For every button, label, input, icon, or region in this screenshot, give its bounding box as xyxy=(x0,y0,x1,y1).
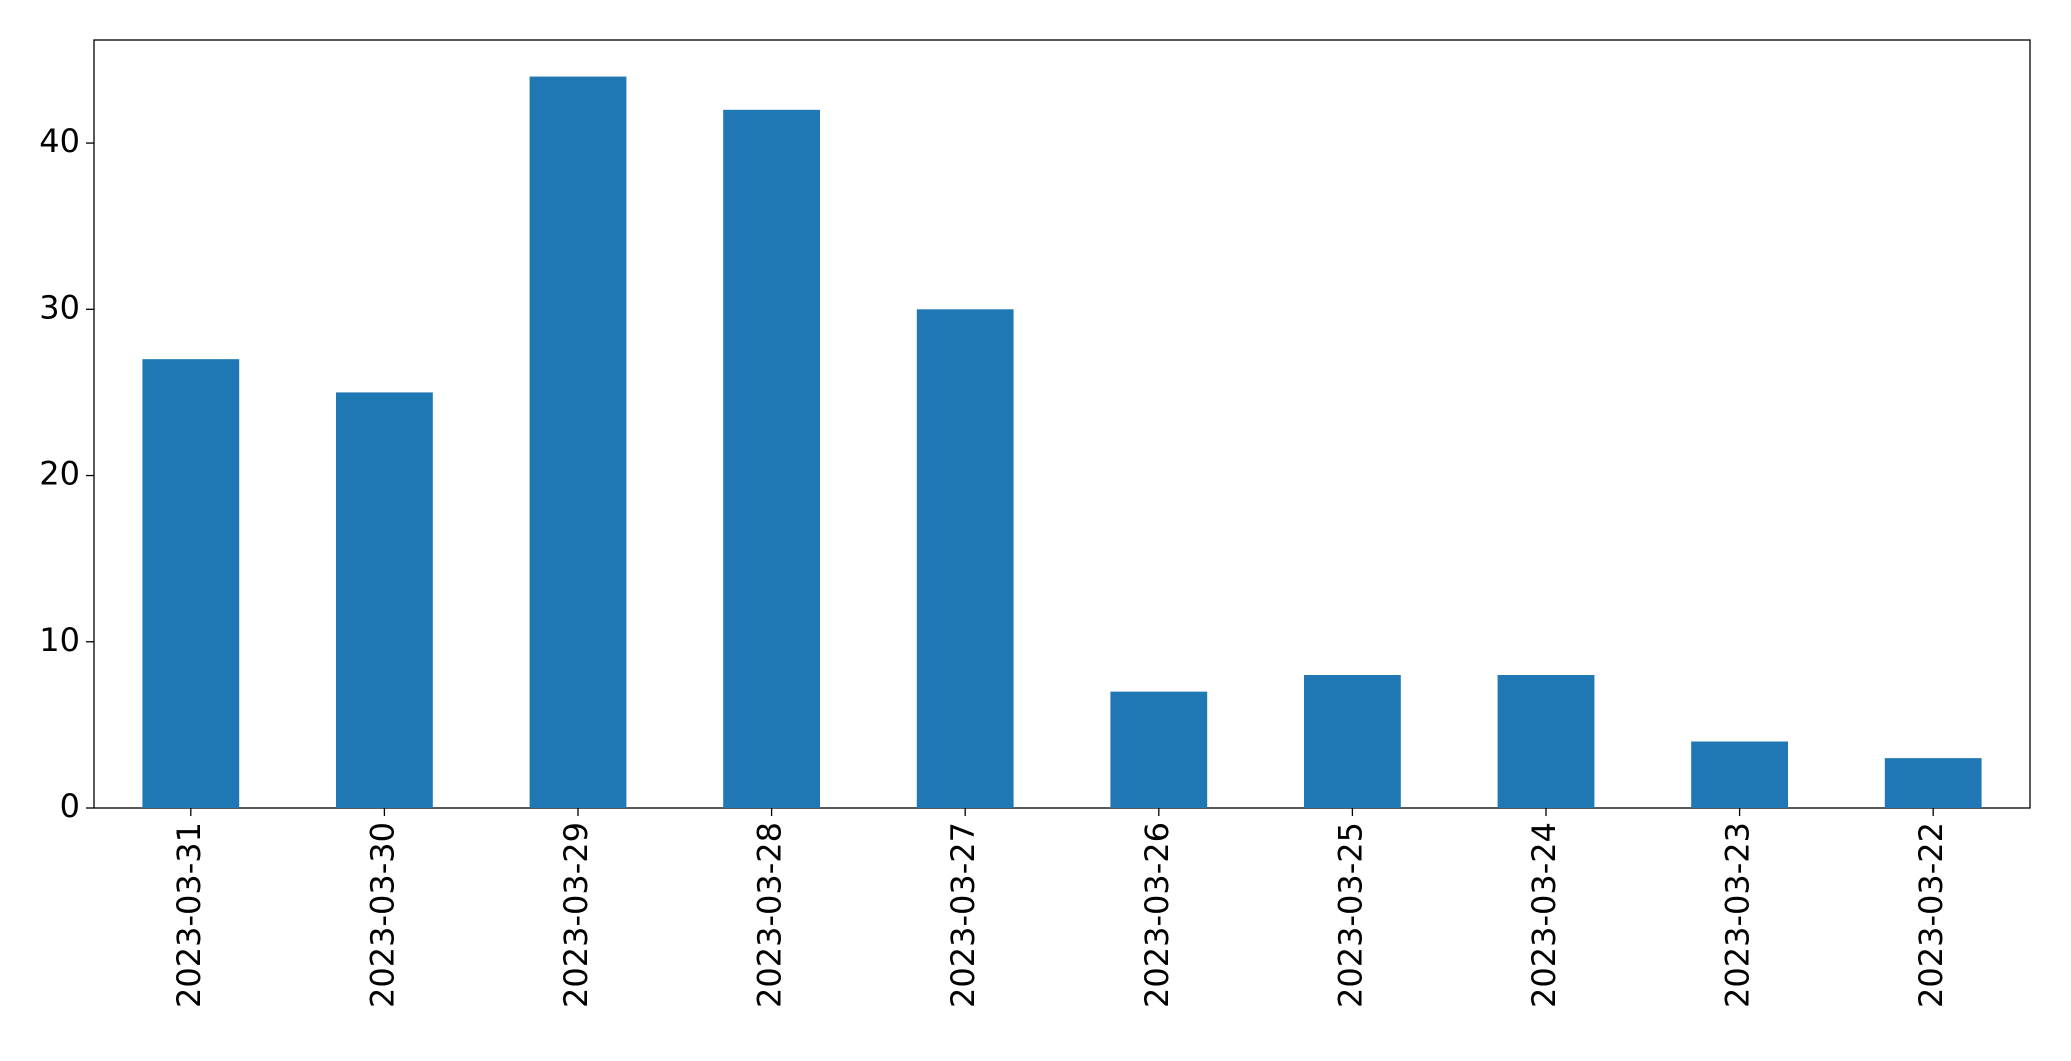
y-tick-label: 10 xyxy=(39,621,80,659)
x-tick-label: 2023-03-25 xyxy=(1331,822,1369,1008)
bar xyxy=(1691,741,1788,808)
x-tick-label: 2023-03-30 xyxy=(363,822,401,1008)
y-tick-label: 20 xyxy=(39,455,80,493)
y-tick-label: 40 xyxy=(39,122,80,160)
bar xyxy=(336,392,433,808)
y-tick-label: 0 xyxy=(60,787,80,825)
y-tick-label: 30 xyxy=(39,288,80,326)
x-tick-label: 2023-03-28 xyxy=(751,822,789,1008)
bar xyxy=(1304,675,1401,808)
bar xyxy=(1497,675,1595,808)
x-tick-label: 2023-03-29 xyxy=(557,822,595,1008)
x-tick-label: 2023-03-26 xyxy=(1138,822,1176,1008)
x-tick-label: 2023-03-23 xyxy=(1719,822,1757,1008)
bar xyxy=(142,359,240,808)
bar xyxy=(723,109,820,809)
x-tick-label: 2023-03-22 xyxy=(1912,822,1950,1008)
x-tick-label: 2023-03-31 xyxy=(170,822,208,1008)
bar xyxy=(1110,691,1208,808)
bar xyxy=(1884,758,1982,808)
x-tick-label: 2023-03-27 xyxy=(944,822,982,1008)
bar xyxy=(916,309,1014,808)
plot-frame xyxy=(93,39,2031,809)
x-tick-label: 2023-03-24 xyxy=(1525,822,1563,1008)
bar xyxy=(529,76,627,809)
